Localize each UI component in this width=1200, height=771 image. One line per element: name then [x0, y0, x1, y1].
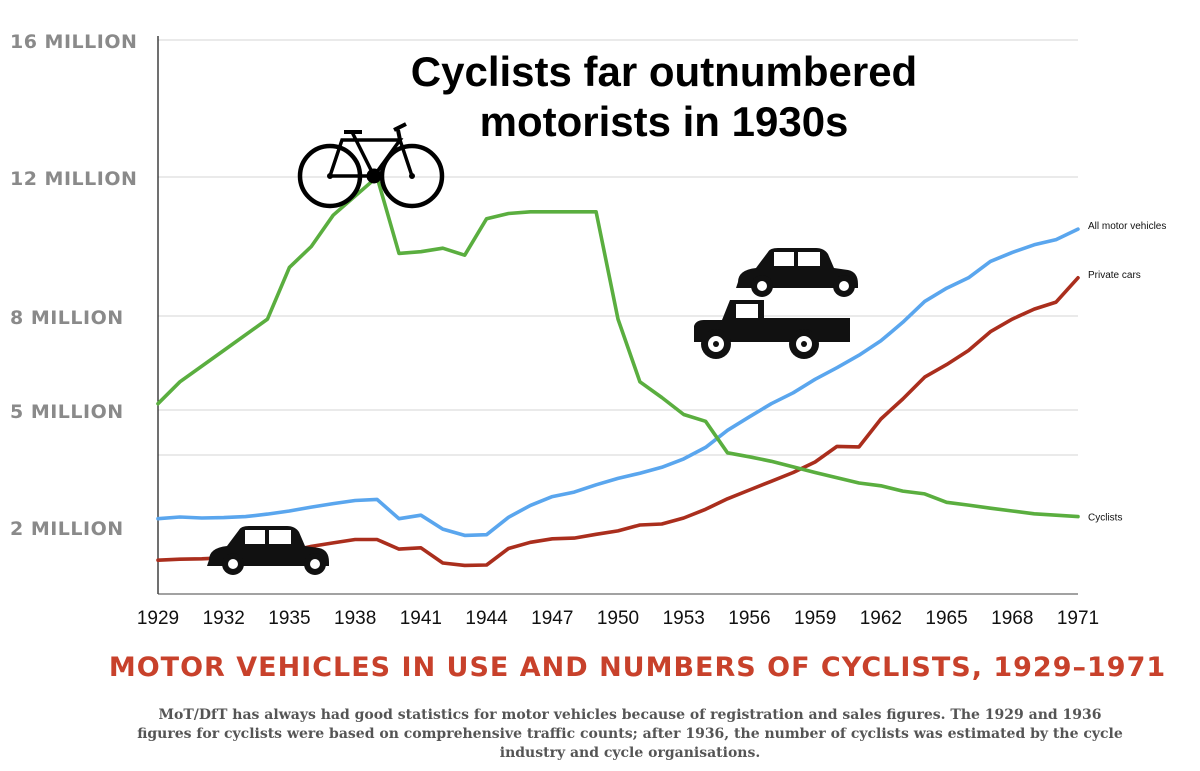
x-tick-label: 1929: [137, 608, 179, 629]
x-tick-label: 1941: [400, 608, 442, 629]
chart-title-line-2: motorists in 1930s: [480, 98, 849, 145]
x-tick-label: 1965: [925, 608, 967, 629]
x-tick-label: 1938: [334, 608, 376, 629]
chart-title-line-1: Cyclists far outnumbered: [411, 48, 917, 95]
x-tick-label: 1950: [597, 608, 639, 629]
x-tick-label: 1971: [1057, 608, 1099, 629]
x-tick-label: 1932: [203, 608, 245, 629]
x-tick-labels: 1929 1932 1935 1938 1941 1944 1947 1950 1953 1956…: [137, 608, 1099, 629]
series-label-all-motor-vehicles: All motor vehicles: [1088, 221, 1166, 232]
x-tick-label: 1962: [860, 608, 902, 629]
x-tick-label: 1968: [991, 608, 1033, 629]
y-tick-label: 5 MILLION: [10, 401, 124, 423]
pickup-truck-icon: [694, 300, 850, 359]
vintage-car-icon: [736, 248, 858, 297]
y-tick-label: 12 MILLION: [10, 168, 137, 190]
series-labels: All motor vehicles Private cars Cyclists: [1088, 221, 1166, 523]
y-tick-label: 16 MILLION: [10, 31, 137, 53]
chart-caption: MOTOR VEHICLES IN USE AND NUMBERS OF CYC…: [108, 652, 1167, 683]
x-tick-label: 1956: [728, 608, 770, 629]
bicycle-icon: [297, 122, 445, 209]
x-tick-label: 1959: [794, 608, 836, 629]
y-tick-labels: 2 MILLION 5 MILLION 8 MILLION 12 MILLION 16 …: [10, 31, 137, 540]
x-tick-label: 1953: [663, 608, 705, 629]
x-tick-label: 1944: [465, 608, 508, 629]
series-line-cyclists: [156, 175, 1080, 519]
y-tick-label: 8 MILLION: [10, 307, 124, 329]
gridlines: [158, 39, 1078, 456]
series-line-all-motor-vehicles: [156, 227, 1080, 538]
series-label-private-cars: Private cars: [1088, 270, 1141, 281]
series-line-private-cars: [156, 275, 1080, 568]
chart: 2 MILLION 5 MILLION 8 MILLION 12 MILLION 16 …: [10, 31, 1166, 629]
vintage-car-icon: [207, 526, 329, 575]
series-label-cyclists: Cyclists: [1088, 513, 1122, 524]
series-lines: [156, 175, 1080, 568]
source-note: MoT/DfT has always had good statistics f…: [137, 707, 1123, 761]
x-tick-label: 1947: [531, 608, 573, 629]
y-tick-label: 2 MILLION: [10, 518, 124, 540]
x-tick-label: 1935: [268, 608, 310, 629]
